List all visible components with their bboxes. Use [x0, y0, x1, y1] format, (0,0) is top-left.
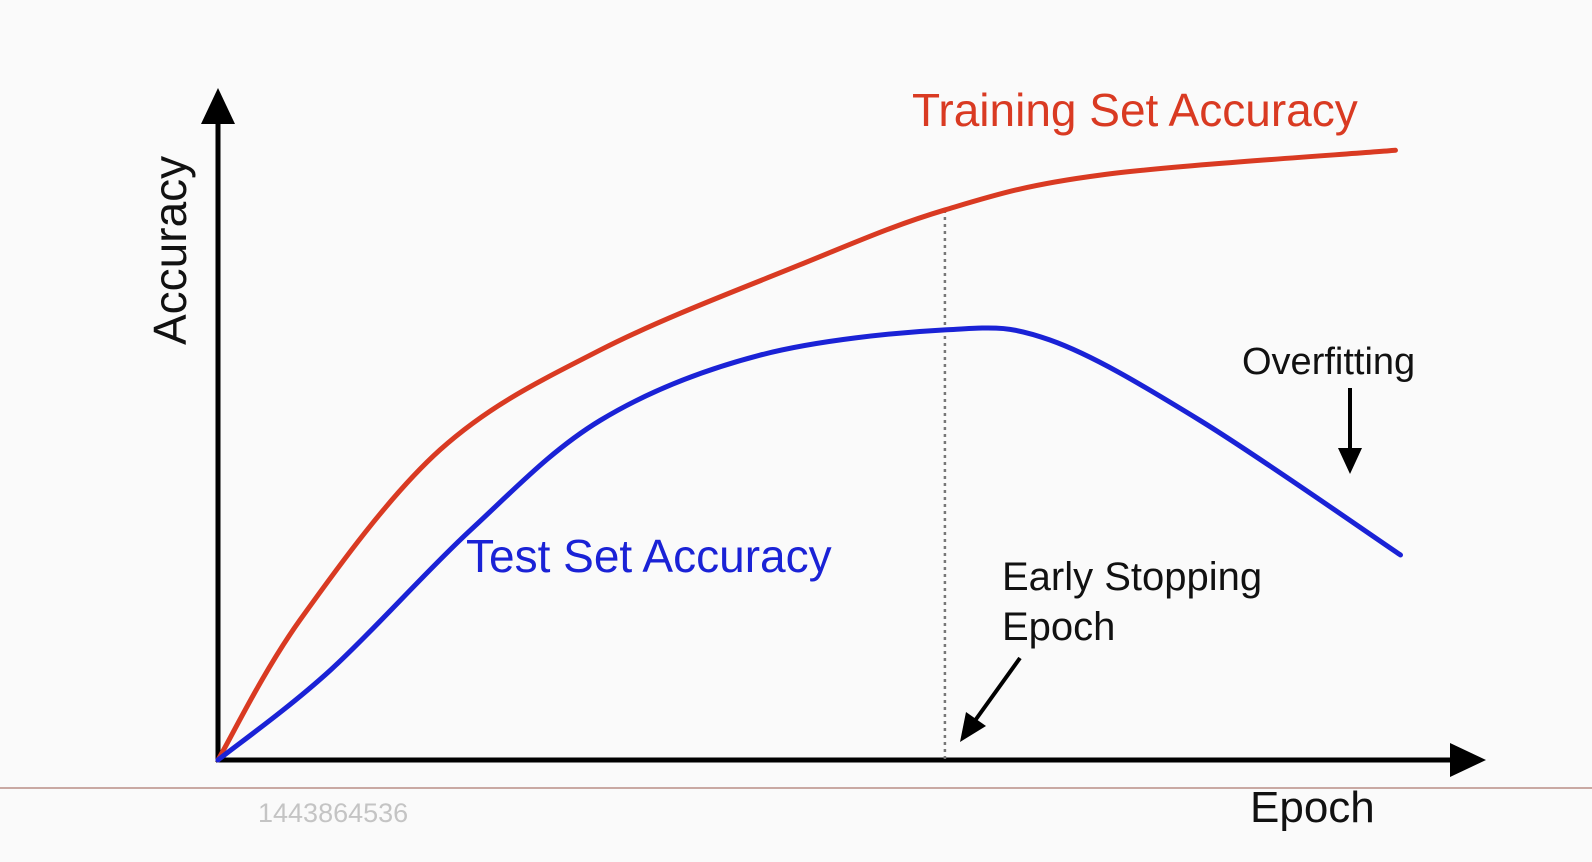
overfitting-arrow-icon [1338, 448, 1362, 474]
early-stopping-label-line1: Early Stopping [1002, 555, 1262, 599]
training-series-label: Training Set Accuracy [912, 84, 1358, 136]
training-accuracy-line [215, 147, 1398, 763]
x-axis-label: Epoch [1250, 783, 1375, 832]
x-axis-arrow-icon [1450, 743, 1486, 777]
early-stopping-label-line2: Epoch [1002, 605, 1115, 649]
watermark: 1443864536 [258, 798, 408, 828]
early-stopping-arrow [972, 656, 1022, 724]
y-axis-arrow-icon [201, 88, 235, 124]
test-accuracy-line [215, 325, 1403, 763]
y-axis-label: Accuracy [144, 156, 196, 345]
test-series-label: Test Set Accuracy [466, 530, 832, 582]
overfitting-label: Overfitting [1242, 341, 1415, 383]
early-stopping-arrow-icon [960, 712, 986, 742]
